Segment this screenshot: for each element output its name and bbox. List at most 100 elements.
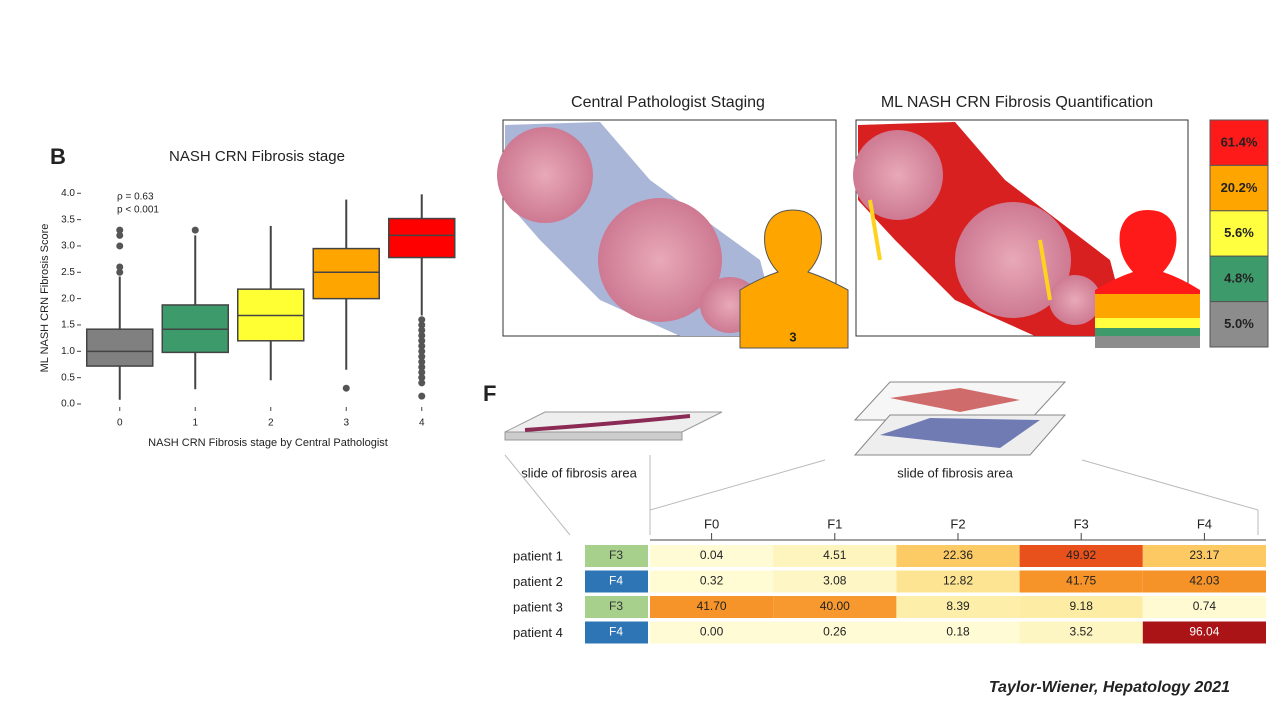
heat-cell	[896, 570, 1020, 593]
annotation: p < 0.001	[117, 205, 159, 216]
stage-badge: 3	[789, 329, 796, 344]
outlier	[116, 268, 124, 276]
heat-cell	[773, 596, 897, 618]
cell-value: 0.26	[823, 625, 847, 639]
legend-swatch	[1209, 301, 1269, 348]
cell-value: 3.52	[1070, 625, 1094, 639]
heat-cell	[650, 621, 774, 644]
y-tick-label: 1.5	[61, 320, 75, 331]
outlier	[116, 242, 124, 250]
legend-swatch	[1209, 119, 1269, 166]
cell-value: 49.92	[1066, 548, 1096, 562]
panel-letter: B	[50, 144, 66, 169]
heat-cell	[650, 596, 774, 618]
heat-cell	[773, 621, 897, 644]
cell-value: 0.74	[1193, 599, 1217, 613]
box	[312, 247, 380, 300]
cell-value: 0.32	[700, 574, 724, 588]
x-tick-label: 3	[343, 418, 349, 429]
outlier	[116, 226, 124, 234]
column-header: F0	[704, 516, 719, 531]
stage-label: F4	[609, 574, 623, 588]
y-tick-label: 3.0	[61, 241, 75, 252]
y-tick-label: 2.5	[61, 267, 75, 278]
heat-cell	[1019, 545, 1143, 567]
y-tick-label: 0.0	[61, 399, 75, 410]
row-label: patient 1	[513, 548, 563, 563]
cell-value: 40.00	[820, 599, 850, 613]
cell-value: 23.17	[1189, 548, 1219, 562]
caption: slide of fibrosis area	[897, 465, 1013, 480]
cell-value: 0.00	[700, 625, 724, 639]
outlier	[418, 316, 426, 324]
outlier	[418, 392, 426, 400]
cell-value: 0.18	[946, 625, 970, 639]
x-tick-label: 0	[117, 418, 123, 429]
box	[388, 217, 456, 259]
stage-label: F3	[609, 548, 623, 562]
outlier	[418, 368, 426, 376]
heatmap-table: F0 F1 F2 F3 F4 patient 1 F3 0.04 4.51 22.36 49.92 2…	[513, 516, 1266, 644]
legend-label: 5.0%	[1224, 316, 1254, 331]
heat-cell	[1019, 596, 1143, 618]
outlier	[418, 374, 426, 382]
tissue-image: 3	[497, 119, 849, 349]
outlier	[418, 332, 426, 340]
guide-lines	[504, 454, 1259, 536]
chart-title: NASH CRN Fibrosis stage	[169, 148, 345, 165]
annotation: ρ = 0.63	[117, 192, 154, 203]
outlier	[418, 342, 426, 350]
cell-value: 12.82	[943, 574, 973, 588]
legend-label: 4.8%	[1224, 271, 1254, 286]
heat-cell	[1142, 621, 1266, 644]
y-axis-label: ML NASH CRN Fibrosis Score	[39, 224, 51, 373]
cell-value: 41.75	[1066, 574, 1096, 588]
heat-cell	[1019, 621, 1143, 644]
column-header: F2	[950, 516, 965, 531]
outlier	[418, 337, 426, 345]
outlier	[418, 347, 426, 355]
stage-cell	[585, 570, 648, 593]
outlier	[191, 226, 199, 234]
panel-letter: F	[483, 381, 496, 406]
x-tick-label: 2	[268, 418, 274, 429]
column-header: F3	[1074, 516, 1089, 531]
cell-value: 22.36	[943, 548, 973, 562]
cell-value: 8.39	[946, 599, 970, 613]
tissue-image	[853, 119, 1200, 348]
heat-cell	[896, 596, 1020, 618]
y-tick-label: 1.0	[61, 346, 75, 357]
heat-cell	[896, 545, 1020, 567]
outlier	[418, 379, 426, 387]
stage-label: F4	[609, 625, 623, 639]
legend-label: 5.6%	[1224, 225, 1254, 240]
outlier	[418, 358, 426, 366]
cell-value: 9.18	[1070, 599, 1094, 613]
outlier	[418, 353, 426, 361]
heat-cell	[1019, 570, 1143, 593]
stage-label: F3	[609, 599, 623, 613]
heat-cell	[650, 545, 774, 567]
outlier	[418, 326, 426, 334]
legend-swatch	[1209, 255, 1269, 303]
image-title: Central Pathologist Staging	[571, 94, 765, 111]
cell-value: 96.04	[1189, 625, 1219, 639]
x-tick-label: 4	[419, 418, 425, 429]
outlier	[116, 263, 124, 271]
outlier	[418, 363, 426, 371]
legend-swatch	[1209, 164, 1269, 212]
row-label: patient 2	[513, 574, 563, 589]
legend-swatch	[1209, 210, 1269, 257]
slide-drawing	[504, 381, 1067, 456]
cell-value: 4.51	[823, 548, 847, 562]
row-label: patient 4	[513, 625, 563, 640]
y-tick-label: 3.5	[61, 214, 75, 225]
cell-value: 0.04	[700, 548, 724, 562]
box	[86, 328, 154, 367]
y-tick-label: 2.0	[61, 293, 75, 304]
column-header: F1	[827, 516, 842, 531]
legend: 61.4% 20.2% 5.6% 4.8% 5.0%	[1209, 119, 1269, 348]
y-tick-label: 0.5	[61, 372, 75, 383]
citation: Taylor-Wiener, Hepatology 2021	[989, 679, 1230, 696]
